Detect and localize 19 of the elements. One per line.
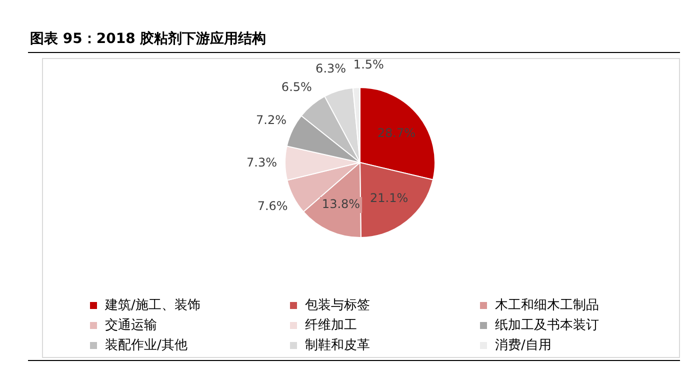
data-label: 6.3% (316, 62, 346, 76)
chart-title: 图表 95：2018 胶粘剂下游应用结构 (30, 30, 266, 48)
data-label: 7.2% (256, 112, 286, 127)
legend-label: 交通运输 (105, 317, 157, 334)
legend-label: 制鞋和皮革 (305, 337, 370, 354)
data-label: 7.6% (257, 199, 288, 214)
legend-label: 包装与标签 (305, 297, 370, 314)
legend-label: 木工和细木工制品 (495, 297, 599, 314)
legend-label: 消费/自用 (495, 337, 552, 354)
data-label: 7.3% (246, 156, 278, 170)
legend-label: 纤维加工 (305, 317, 357, 334)
data-label: 28.7% (377, 126, 416, 140)
legend-label: 建筑/施工、装饰 (105, 297, 200, 314)
data-label: 13.8% (322, 197, 360, 212)
legend-label: 纸加工及书本装订 (495, 317, 599, 334)
data-label: 1.5% (353, 58, 384, 72)
data-label: 6.5% (281, 80, 312, 94)
data-label: 21.1% (370, 190, 408, 205)
legend-label: 装配作业/其他 (105, 337, 188, 354)
